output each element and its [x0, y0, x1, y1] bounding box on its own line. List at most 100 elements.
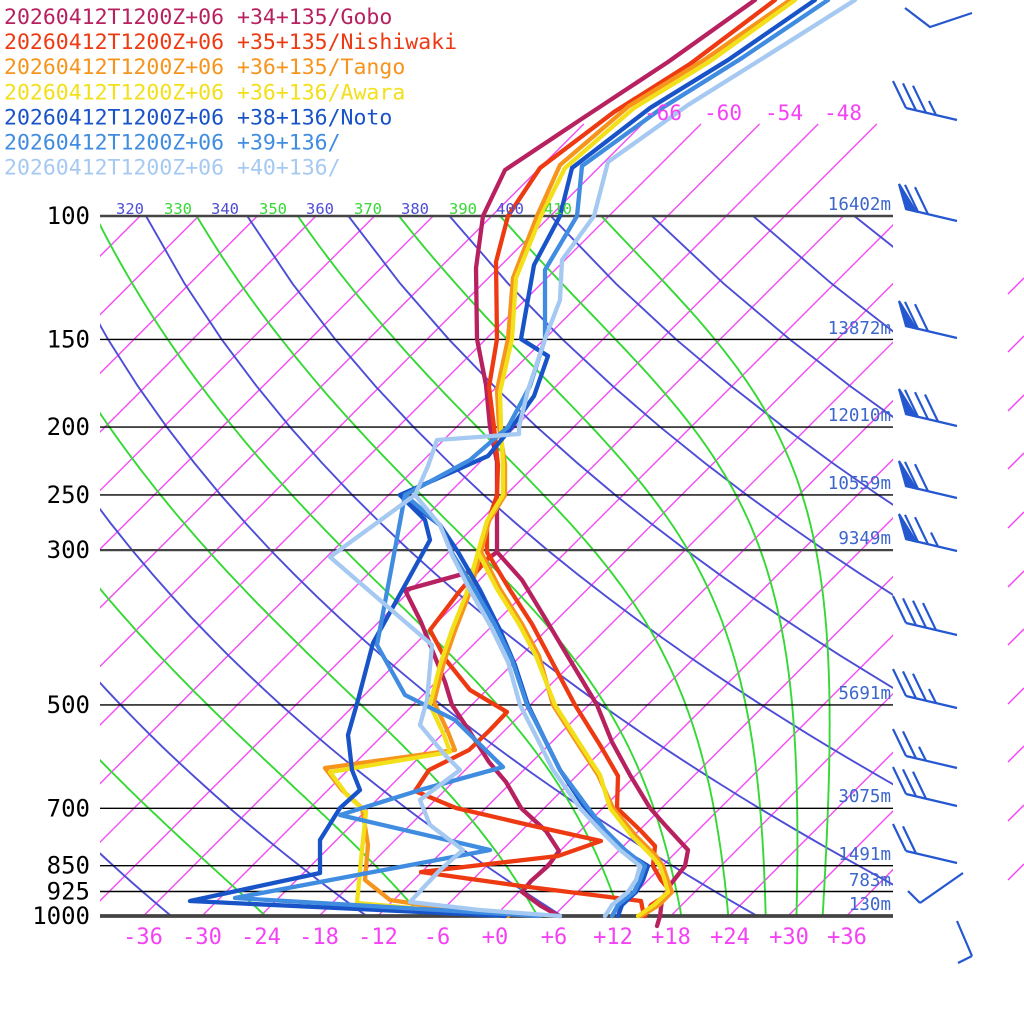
dewpoint-trace-gobo [402, 549, 562, 919]
isotherm-extension [725, 123, 819, 217]
legend-entry: 20260412T1200Z+06 +40+136/ [4, 156, 341, 181]
wind-barb-full [914, 463, 929, 492]
isotherm-line [670, 692, 893, 916]
moist-adiabat-label: 390 [449, 200, 477, 218]
dry-adiabat-line [100, 852, 173, 916]
temperature-axis-label: +24 [710, 925, 750, 950]
wind-barb-full [912, 600, 927, 629]
moist-adiabat-label: 370 [354, 200, 382, 218]
isotherm-edge-tick [1007, 511, 1024, 529]
dewpoint-trace-noto [187, 492, 508, 919]
isotherm-value-label: -60 [704, 101, 742, 125]
wind-barb-staff [905, 694, 958, 710]
pressure-axis-label: 700 [47, 794, 90, 822]
isotherm-line [494, 517, 893, 916]
pressure-axis-label: 500 [47, 691, 90, 719]
height-axis-label: 5691m [838, 684, 891, 704]
dewpoint-trace-40136 [327, 492, 563, 919]
isotherm-edge-tick [1007, 335, 1024, 353]
wind-barb [897, 388, 958, 428]
isotherm-edge-tick [1007, 570, 1024, 588]
height-axis-label: 16402m [828, 195, 891, 215]
pressure-axis-label: 100 [47, 202, 90, 230]
wind-barb-full [902, 670, 917, 699]
pressure-axis-label: 150 [47, 325, 90, 353]
height-axis-label: 130m [849, 895, 891, 915]
moist-adiabat-label: 350 [259, 200, 287, 218]
isotherm-line [611, 634, 893, 916]
wind-barb-full [904, 184, 919, 213]
temperature-axis-label: +36 [827, 925, 867, 950]
dry-adiabat-line [448, 216, 893, 597]
wind-barb-glyph [904, 7, 973, 29]
height-axis-label: 1491m [838, 845, 891, 865]
wind-barb-full [902, 82, 917, 111]
dry-adiabat-label: 340 [211, 200, 239, 218]
isotherm-edge-tick [1007, 628, 1024, 646]
isotherm-value-label: -54 [765, 101, 803, 125]
isotherm-line [377, 399, 893, 916]
isotherm-line [100, 216, 317, 433]
wind-barb-full [904, 389, 919, 418]
temperature-axis-label: -24 [241, 925, 281, 950]
moist-adiabat-line [499, 216, 799, 916]
dry-adiabat-line [347, 216, 893, 690]
wind-barb-glyph [907, 872, 964, 904]
height-axis-label: 10559m [828, 474, 891, 494]
theta-label-row: 310 320 330 340 350 360 370 380 390 400 410 [116, 200, 572, 218]
moist-adiabat-label: 410 [544, 200, 572, 218]
isotherm-line [100, 216, 551, 668]
dry-adiabat-label: 320 [116, 200, 144, 218]
isotherm-edge-tick [1007, 277, 1024, 295]
legend-entry: 20260412T1200Z+06 +35+135/Nishiwaki [4, 30, 457, 55]
temperature-axis-label: -36 [123, 925, 163, 950]
isotherm-line [728, 751, 893, 916]
wind-barb [897, 300, 958, 340]
wind-barb-full [914, 303, 929, 332]
wind-barb [897, 513, 958, 553]
isotherm-line [100, 216, 669, 785]
isotherm-extension [667, 123, 761, 217]
wind-barb-half [928, 688, 937, 704]
wind-barb [892, 595, 958, 637]
isotherm-line [201, 224, 893, 916]
isotherm-extension [608, 123, 702, 217]
isotherm-edge-tick [1007, 452, 1024, 470]
wind-barb-full [904, 461, 919, 490]
temperature-axis-label: -12 [358, 925, 398, 950]
wind-barb-full [892, 728, 907, 757]
wind-barb [892, 766, 958, 808]
wind-barb-full [902, 730, 917, 759]
wind-barb-full [892, 80, 907, 109]
isotherm-edge-tick [1007, 745, 1024, 763]
wind-barb-glyph [955, 920, 974, 964]
isotherm-line [553, 575, 893, 916]
wind-barb-full [904, 514, 919, 543]
isotherm-line [100, 216, 258, 375]
height-axis-label: 12010m [828, 406, 891, 426]
wind-barb-full [892, 823, 907, 852]
dry-adiabat-label: 380 [401, 200, 429, 218]
wind-barb [907, 872, 964, 904]
wind-barb-full [912, 673, 927, 702]
moist-adiabat-label: 330 [164, 200, 192, 218]
dry-adiabat-line [145, 216, 893, 886]
wind-barb [892, 823, 958, 865]
dewpoint-trace-awara [327, 549, 503, 919]
temperature-trace-39136 [402, 0, 831, 919]
wind-barb [897, 183, 958, 223]
pressure-axis-label: 300 [47, 536, 90, 564]
dry-adiabat-line [100, 323, 760, 916]
wind-barb-full [892, 766, 907, 795]
wind-barb-full [914, 391, 929, 420]
temperature-axis-label: +30 [769, 925, 809, 950]
isotherm-line [435, 458, 893, 916]
dewpoint-trace-tango [322, 545, 511, 919]
legend-entry: 20260412T1200Z+06 +38+136/Noto [4, 105, 392, 130]
temperature-axis-label: +12 [593, 925, 633, 950]
isotherm-line [100, 216, 786, 902]
moist-adiabat-line [600, 216, 831, 916]
wind-barb-half [918, 746, 927, 762]
